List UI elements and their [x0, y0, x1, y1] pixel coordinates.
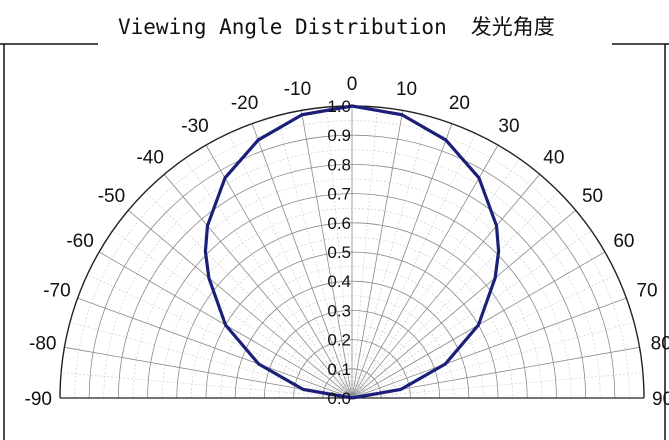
radial-ring	[88, 134, 616, 399]
chart-title: Viewing Angle Distribution 发光角度	[118, 15, 555, 39]
chart-title-en: Viewing Angle Distribution	[118, 15, 447, 39]
radial-tick-label: 1.0	[327, 97, 351, 116]
radial-ring	[205, 251, 499, 399]
series-point	[257, 139, 259, 141]
minor-spoke	[351, 115, 428, 399]
radial-tick-label: 0.9	[327, 126, 351, 145]
radial-tick-label: 0.7	[327, 185, 351, 204]
radial-ring	[293, 339, 411, 399]
radial-tick-label: 0.0	[327, 389, 351, 408]
series-point	[400, 388, 402, 391]
series-point	[444, 363, 447, 365]
minor-ring	[278, 324, 426, 399]
radial-tick-label: 0.1	[327, 360, 351, 379]
radial-tick-label: 0.3	[327, 301, 351, 320]
chart-title-cn: 发光角度	[471, 15, 555, 39]
series-point	[204, 250, 207, 253]
minor-spoke	[276, 115, 353, 399]
series-point	[478, 177, 480, 179]
minor-spoke	[351, 322, 635, 399]
angle-tick-label: -70	[43, 281, 70, 302]
radial-ring	[234, 280, 470, 399]
angle-tick-label: -20	[231, 93, 258, 114]
radial-ring	[147, 193, 557, 399]
angle-tick-label: 20	[449, 93, 470, 114]
angle-tick-label: -90	[25, 389, 52, 410]
radial-ring	[264, 310, 440, 399]
series-point	[497, 250, 500, 253]
angle-tick-label: -50	[98, 186, 125, 207]
angle-tick-label: 0	[347, 74, 358, 95]
series-point	[224, 177, 226, 179]
series-point	[301, 113, 303, 116]
angle-tick-label: 40	[543, 147, 564, 168]
chart-frame	[0, 43, 669, 440]
series-point	[351, 105, 353, 107]
series-point	[224, 324, 227, 326]
series-layer	[203, 104, 501, 400]
series-point	[494, 277, 496, 279]
series-point	[257, 363, 260, 365]
angle-tick-label: 80	[651, 333, 669, 354]
angle-tick-label: 90	[652, 389, 669, 410]
radial-tick-label: 0.8	[327, 155, 351, 174]
radial-tick-labels: 0.0 0.1 0.2 0.3 0.4 0.5 0.6 0.7 0.8 0.9 1.0	[327, 97, 351, 408]
angle-tick-label: 70	[636, 281, 657, 302]
angle-tick-label: 30	[498, 116, 519, 137]
angle-tick-label: 50	[582, 186, 603, 207]
angle-tick-label: -60	[66, 231, 93, 252]
radial-tick-label: 0.2	[327, 331, 351, 350]
series-point	[401, 113, 403, 116]
angle-tick-label: -80	[29, 333, 56, 354]
angle-tick-label: -40	[136, 147, 163, 168]
angle-tick-label: 10	[396, 79, 417, 100]
angle-tick-label: -30	[181, 116, 208, 137]
radial-tick-label: 0.4	[327, 272, 351, 291]
radial-ring	[176, 222, 528, 399]
radial-tick-label: 0.5	[327, 243, 351, 262]
series-point	[495, 224, 498, 227]
radial-ring	[322, 368, 382, 399]
series-point	[477, 324, 480, 326]
angle-tick-label: -10	[284, 79, 311, 100]
minor-ring	[132, 178, 572, 399]
angle-tick-label: 60	[613, 231, 634, 252]
series-point	[206, 224, 209, 227]
minor-spoke	[69, 322, 353, 399]
series-point	[351, 397, 353, 399]
radial-tick-label: 0.6	[327, 214, 351, 233]
angle-tick-labels: -90 -80 -70 -60 -50 -40 -30 -20 -10 0 10 20 30 40 50 60…	[25, 74, 669, 410]
series-point	[302, 388, 304, 391]
series-point	[445, 139, 447, 141]
series-point	[208, 277, 210, 279]
minor-ring	[337, 383, 367, 399]
radial-ring	[118, 164, 586, 399]
